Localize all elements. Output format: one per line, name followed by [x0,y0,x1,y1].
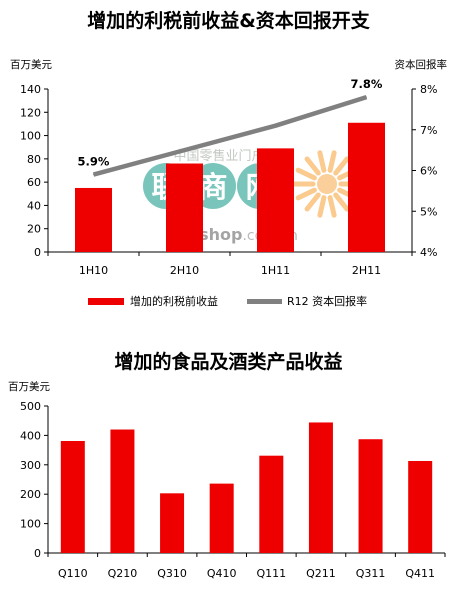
chart1-x-tick-label: 1H11 [261,264,290,277]
chart2-x-labels: Q110 Q210 Q310 Q410 Q111 Q211 Q311 Q411 [58,567,435,580]
chart1-bar [75,187,112,252]
chart1-roc-data-label: 5.9% [78,155,110,169]
watermark-sun-ray [327,150,337,173]
chart2-bar [110,429,135,553]
legend-swatch-line [247,299,282,304]
chart1-y2-tick-label: 4% [420,246,437,259]
chart1-y-tick-label: 140 [20,83,41,96]
chart2-bar [259,455,284,553]
watermark-sun-logo [292,150,362,218]
chart1-x-tick-label: 1H10 [79,264,108,277]
chart1-bars [75,122,385,252]
legend-label-line: R12 资本回报率 [287,294,367,308]
chart1-y-tick-label: 80 [27,153,41,166]
chart1-y-tick-label: 60 [27,176,41,189]
chart2-bar [209,483,234,553]
chart2-y-tick-label: 200 [20,488,41,501]
chart1-axes: 0 20 40 60 80 100 120 140 4% 5% 6% 7% 8% [20,83,437,259]
chart2-bar [308,422,333,553]
legend-label-bar: 增加的利税前收益 [130,294,218,308]
chart2-y-tick-label: 400 [20,429,41,442]
chart1-y2-unit: 资本回报率 [395,58,448,71]
chart1-x-labels: 1H10 2H10 1H11 2H11 [79,264,381,277]
chart1-svg: 百万美元 资本回报率 0204060801001201404%5%6%7%8% … [10,58,448,308]
chart1-line: 5.9% 7.8% [78,77,383,177]
watermark-char-2: 商 [198,170,227,204]
chart2-x-tick-label: Q311 [356,567,386,580]
chart1-y2-tick-label: 8% [420,83,437,96]
chart1-roc-line [92,95,368,177]
chart2-x-tick-label: Q210 [108,567,138,580]
chart1-y-tick-label: 120 [20,106,41,119]
watermark-sun-ray [295,187,317,201]
chart2-bar [160,493,185,553]
chart2-bar [358,439,383,553]
chart2-x-tick-label: Q211 [306,567,336,580]
chart1-y-tick-label: 40 [27,199,41,212]
chart1-roc-data-label: 7.8% [351,77,383,91]
chart1-legend: 增加的利税前收益 R12 资本回报率 [88,294,367,308]
legend-swatch-bar [88,298,124,305]
watermark-sun-ray [317,195,327,218]
watermark-sun-ray [304,192,321,212]
chart1-y2-tick-label: 5% [420,205,437,218]
watermark-sun-core [317,174,337,194]
chart1-y2-tick-label: 6% [420,165,437,178]
chart1-x-tick-label: 2H11 [352,264,381,277]
chart2-x-tick-label: Q111 [256,567,286,580]
chart2-x-tick-label: Q110 [58,567,88,580]
chart1-y-unit: 百万美元 [10,58,52,71]
chart1-roc-point [366,96,367,98]
chart1-bar [166,163,203,252]
watermark-sun-ray [295,167,317,181]
chart2-y-tick-label: 500 [20,400,41,413]
chart2-bar [60,440,85,553]
chart1-roc-point [184,149,185,151]
chart1-title: 增加的利税前收益&资本回报开支 [87,10,370,32]
chart1-roc-point [275,125,276,127]
chart2-bars [60,422,433,553]
chart1-y2-tick-label: 7% [420,124,437,137]
watermark-sun-ray [304,156,321,176]
watermark-sun-ray [333,192,350,212]
chart2-x-tick-label: Q410 [207,567,237,580]
watermark-sun-ray [327,195,337,218]
chart2-x-tick-label: Q411 [405,567,435,580]
chart1-y-tick-label: 20 [27,223,41,236]
chart2-y-tick-label: 0 [34,547,41,560]
chart1-bar [257,148,294,252]
chart2-y-tick-label: 300 [20,459,41,472]
chart1-bar [348,122,385,252]
chart1-y-tick-label: 0 [34,246,41,259]
chart2-x-tick-label: Q310 [157,567,187,580]
chart1-x-tick-label: 2H10 [170,264,199,277]
watermark-sun-ray [333,156,350,176]
chart2-bar [408,460,433,553]
chart1-y-tick-label: 100 [20,130,41,143]
chart2-y-unit: 百万美元 [8,380,50,393]
watermark-sun-ray [317,150,327,173]
chart2-y-tick-label: 100 [20,518,41,531]
chart1-roc-point [93,174,94,176]
chart2-title: 增加的食品及酒类产品收益 [114,351,343,373]
